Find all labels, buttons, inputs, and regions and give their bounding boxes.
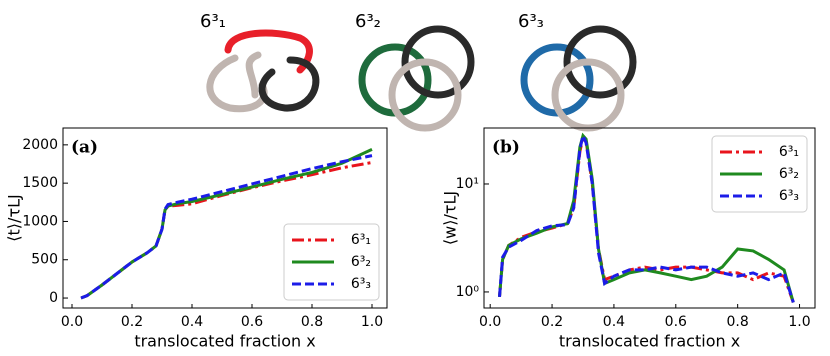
knot-strand [224,29,313,74]
knot-ring [388,58,462,132]
series-line [80,154,373,300]
legend-label: 6³₁ [351,232,371,248]
legend-label: 6³₃ [779,188,799,204]
x-axis-label: translocated fraction x [134,332,315,351]
x-tick-label: 0.8 [727,314,749,330]
knot-drawings [206,25,637,132]
plot-frame [62,127,388,309]
legend-label: 6³₂ [351,254,371,270]
legend-label: 6³₂ [779,166,799,182]
x-tick-label: 0.0 [479,314,501,330]
x-tick-label: 0.6 [665,314,687,330]
panel-label: (a) [71,138,98,158]
knot-strand [245,51,262,99]
x-tick-label: 0.6 [241,314,263,330]
knot-label: 6³₂ [355,11,381,32]
plot-frame [483,127,816,309]
y-axis-label: ⟨t⟩/τLJ [5,194,24,241]
y-tick-label: 1000 [22,213,58,229]
knot-label: 6³₁ [200,11,226,32]
x-tick-label: 0.4 [181,314,203,330]
knot-strand [258,56,320,112]
legend-label: 6³₃ [351,276,371,292]
knot-ring [401,25,475,99]
y-axis-label: ⟨w⟩/τLJ [441,191,460,245]
y-tick-label: 10¹ [456,176,479,192]
x-tick-label: 0.0 [61,314,83,330]
y-tick-label: 2000 [22,137,58,153]
panel-label: (b) [492,138,520,158]
knot-ring [563,25,637,99]
legend-label: 6³₁ [779,144,799,160]
y-tick-label: 10⁰ [456,284,480,300]
x-tick-label: 0.2 [541,314,563,330]
y-tick-label: 500 [31,252,58,268]
x-tick-label: 0.2 [121,314,143,330]
x-tick-label: 0.4 [603,314,625,330]
knot-label: 6³₃ [518,11,544,32]
x-tick-label: 0.8 [301,314,323,330]
x-tick-label: 1.0 [361,314,383,330]
series-line [498,130,795,303]
y-tick-label: 0 [49,290,58,306]
x-axis-label: translocated fraction x [559,332,740,351]
y-tick-label: 1500 [22,175,58,191]
x-tick-label: 1.0 [788,314,810,330]
